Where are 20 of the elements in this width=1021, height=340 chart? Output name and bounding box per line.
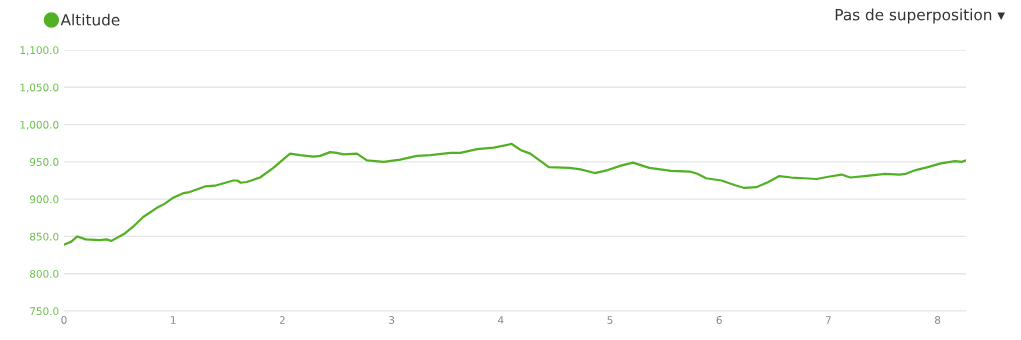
text: Pas de superposition ▾ (835, 8, 1005, 24)
y-tick-label: 950.0 (29, 158, 59, 166)
y-tick-label: 900.0 (29, 195, 59, 204)
x-tick-label: 5 (607, 316, 613, 324)
x-tick-label: 0 (61, 316, 67, 324)
x-tick-label: 6 (716, 316, 722, 324)
x-tick-label: 1 (171, 316, 176, 324)
y-tick-label: 1,000.0 (20, 120, 59, 130)
x-tick-label: 2 (279, 316, 285, 324)
x-tick-label: 7 (825, 316, 831, 324)
line-series (64, 142, 966, 246)
legend-label: Altitude (60, 13, 120, 26)
x-tick-label: 8 (935, 316, 941, 324)
y-tick-label: 1,100.0 (20, 46, 59, 56)
y-tick-label: 1,050.0 (20, 83, 59, 93)
y-tick-label: 750.0 (30, 307, 59, 316)
y-tick-label: 850.0 (30, 232, 59, 241)
x-tick-label: 3 (389, 316, 395, 324)
x-tick-label: 4 (498, 316, 504, 324)
y-tick-label: 800.0 (30, 269, 59, 278)
